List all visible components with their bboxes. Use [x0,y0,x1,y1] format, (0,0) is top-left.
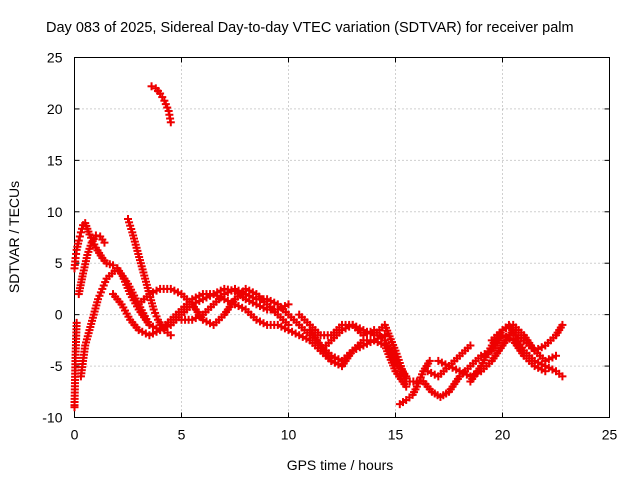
data-point [147,82,156,91]
data-point [284,320,293,329]
data-point [466,341,475,350]
data-point [166,331,175,340]
data-point [91,231,100,240]
y-tick-label: 20 [47,101,63,117]
ticks: 0 5 10 15 20 25 -10 -5 0 5 10 15 20 25 [42,50,617,443]
y-axis-label: SDTVAR / TECUs [6,181,22,293]
data-point [425,356,434,365]
data-point [105,260,114,269]
chart-title: Day 083 of 2025, Sidereal Day-to-day VTE… [46,20,574,36]
x-tick-label: 20 [495,427,511,443]
data-point [402,382,411,391]
y-tick-label: -5 [50,358,63,374]
data-point [100,238,109,247]
data-point [75,232,84,241]
y-tick-label: -10 [42,410,62,426]
x-axis-label: GPS time / hours [287,457,394,473]
y-tick-label: 0 [55,307,63,323]
data-point [109,261,118,270]
data-point [124,214,132,223]
x-tick-label: 10 [281,427,297,443]
data-point [125,218,134,227]
data-points [70,82,567,412]
y-tick-label: 15 [47,152,63,168]
x-tick-label: 25 [602,427,618,443]
grid [74,57,610,418]
data-point [558,372,567,381]
data-point [127,225,136,234]
data-point [558,320,567,329]
x-tick-label: 0 [71,427,79,443]
data-point [74,236,83,245]
data-point [72,318,81,327]
data-point [126,221,135,230]
data-point [76,228,85,237]
data-point [284,300,293,309]
data-point [166,118,175,127]
plot-frame [74,57,610,418]
y-tick-label: 5 [55,255,63,271]
x-tick-label: 15 [388,427,404,443]
data-point [552,351,560,360]
y-tick-label: 10 [47,204,63,220]
x-tick-label: 5 [178,427,186,443]
y-tick-label: 25 [47,50,63,66]
